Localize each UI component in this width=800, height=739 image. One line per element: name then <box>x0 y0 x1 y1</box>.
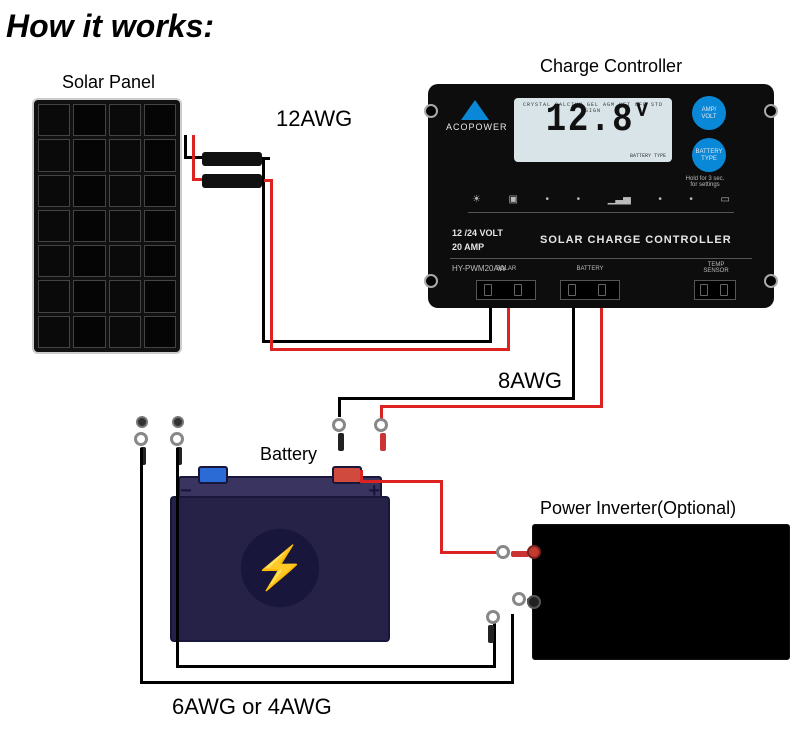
battery-icon: ▣ <box>509 194 518 205</box>
solar-panel <box>32 98 182 354</box>
ring-terminal-black <box>486 610 500 624</box>
wire-ctrl-batt-red <box>600 308 603 408</box>
inverter-pos-terminal <box>527 545 541 559</box>
pos-symbol: + <box>368 480 380 503</box>
wire-ctrl-batt-black <box>572 308 575 400</box>
mc4-connector <box>202 152 262 166</box>
terminal-stud <box>172 416 184 428</box>
wire-panel-ctrl-red <box>270 179 273 351</box>
bolt-icon: ⚡ <box>254 544 306 593</box>
ring-terminal-red <box>374 418 388 432</box>
ring-terminal-black <box>170 432 184 446</box>
ring-terminal-black <box>512 592 526 606</box>
plug-icon: ▭ <box>721 194 730 205</box>
mc4-connector <box>202 174 262 188</box>
charge-controller: ACOPOWER CRYSTAL CALCIUM GEL AGM WET OFF… <box>428 84 774 308</box>
controller-title: SOLAR CHARGE CONTROLLER <box>540 234 732 246</box>
gauge-12awg: 12AWG <box>276 106 352 132</box>
label-battery: Battery <box>260 444 317 465</box>
amp-volt-button[interactable]: AMP/ VOLT <box>692 96 726 130</box>
amp-rating: 20 AMP <box>452 242 484 252</box>
brand-logo: ACOPOWER <box>446 96 504 132</box>
sun-icon: ☀ <box>472 194 481 205</box>
neg-symbol: − <box>180 480 192 503</box>
gauge-6-4awg: 6AWG or 4AWG <box>172 694 332 720</box>
page-title: How it works: <box>6 8 214 45</box>
battery-cap-neg <box>198 466 228 484</box>
ring-terminal-red <box>496 545 510 559</box>
battery-cap-pos <box>332 466 362 484</box>
label-charge-controller: Charge Controller <box>540 56 682 77</box>
ring-terminal-black <box>332 418 346 432</box>
wire-batt-inv-red <box>440 490 443 554</box>
hold-hint: Hold for 3 sec. for settings <box>672 176 738 188</box>
terminal-stud <box>136 416 148 428</box>
battery-type-button[interactable]: BATTERY TYPE <box>692 138 726 172</box>
controller-lcd: CRYSTAL CALCIUM GEL AGM WET OFF STD SIGN… <box>514 98 672 162</box>
label-solar-panel: Solar Panel <box>62 72 155 93</box>
ring-terminal-black <box>134 432 148 446</box>
controller-status-icons: ☀ ▣ •• ▁▃▅ •• ▭ <box>472 194 730 205</box>
battery: − + ⚡ <box>170 466 390 642</box>
power-inverter <box>532 524 790 660</box>
gauge-8awg: 8AWG <box>498 368 562 394</box>
inverter-neg-terminal <box>527 595 541 609</box>
bars-icon: ▁▃▅ <box>608 194 631 205</box>
voltage-rating: 12 /24 VOLT <box>452 228 503 238</box>
label-power-inverter: Power Inverter(Optional) <box>540 498 736 519</box>
wire-panel-ctrl-black <box>262 157 265 343</box>
